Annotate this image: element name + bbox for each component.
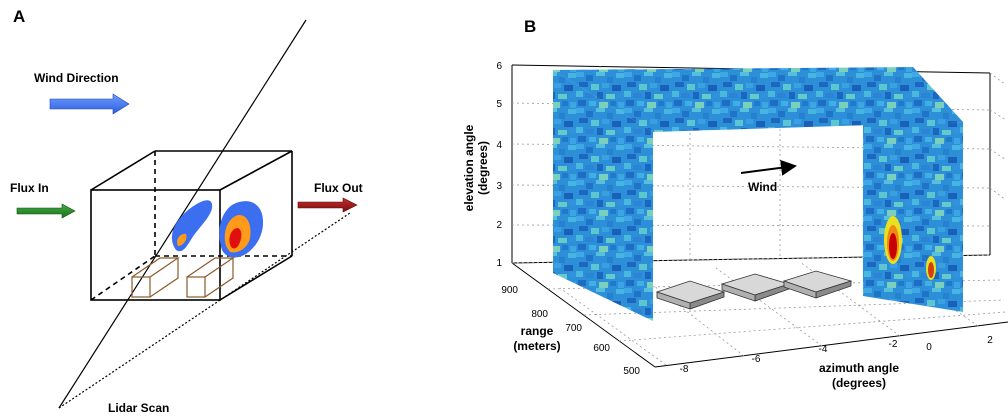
range-tick: 900 [501,285,518,296]
plume-right [219,201,264,258]
range-axis-title: range (meters) [513,324,560,353]
range-ticks: 900 800 700 600 500 [501,285,640,377]
lidar-beam-lower [58,212,351,409]
elevation-tick: 1 [496,258,502,269]
range-tick: 700 [565,323,582,334]
flux-out-label: Flux Out [314,181,363,195]
control-volume-box [90,150,293,301]
azimuth-tick: 0 [926,342,932,353]
elevation-title-line-2: (degrees) [476,141,490,195]
panel-b-letter: B [524,17,536,36]
lidar-beam-upper [58,19,307,409]
elevation-tick: 5 [496,99,502,110]
elevation-tick: 4 [496,140,502,151]
elevation-tick: 2 [496,220,502,231]
wind-label: Wind [748,180,777,194]
panel-a-letter: A [13,7,25,26]
flux-out-arrow [297,197,358,213]
wind-direction-label: Wind Direction [34,71,119,85]
elevation-axis-title: elevation angle (degrees) [462,124,490,211]
azimuth-tick: 2 [987,335,993,346]
elevation-tick: 3 [496,181,502,192]
axes-box [511,64,1008,368]
range-title-line-1: range [521,324,554,338]
plume-left [171,200,213,252]
panel-b: B [462,17,1008,390]
plume-hotspot-1 [884,216,902,264]
scan-surface-right [863,122,963,312]
wind-arrow [740,159,797,176]
elevation-title-line-1: elevation angle [462,124,476,211]
emission-source-2 [186,257,235,298]
source-block-1 [655,280,726,310]
wind-direction-arrow [49,93,130,115]
source-block-2 [720,273,791,302]
emission-source-1 [131,257,180,298]
lidar-scan-label: Lidar Scan [108,401,169,415]
azimuth-tick: -8 [680,364,689,375]
scan-surface-top [553,67,963,132]
range-tick: 500 [623,366,640,377]
range-tick: 600 [593,343,610,354]
azimuth-title-line-2: (degrees) [832,376,886,390]
azimuth-tick: -4 [819,344,828,355]
source-block-3 [782,270,853,299]
azimuth-title-line-1: azimuth angle [819,361,899,375]
panel-a: A Wind Direction Flux In Flux Out Lidar … [10,7,363,415]
scan-surface-left [553,70,653,321]
azimuth-tick: -6 [752,354,761,365]
azimuth-ticks: -8 -6 -4 -2 0 2 [680,335,994,375]
plume-hotspot-2 [926,256,936,280]
range-title-line-2: (meters) [513,339,560,353]
range-tick: 800 [531,309,548,320]
flux-in-label: Flux In [10,181,49,195]
azimuth-tick: -2 [889,339,898,350]
flux-in-arrow [16,203,76,219]
elevation-ticks: 1 2 3 4 5 6 [496,61,502,269]
azimuth-axis-title: azimuth angle (degrees) [819,361,899,390]
elevation-tick: 6 [496,61,502,72]
